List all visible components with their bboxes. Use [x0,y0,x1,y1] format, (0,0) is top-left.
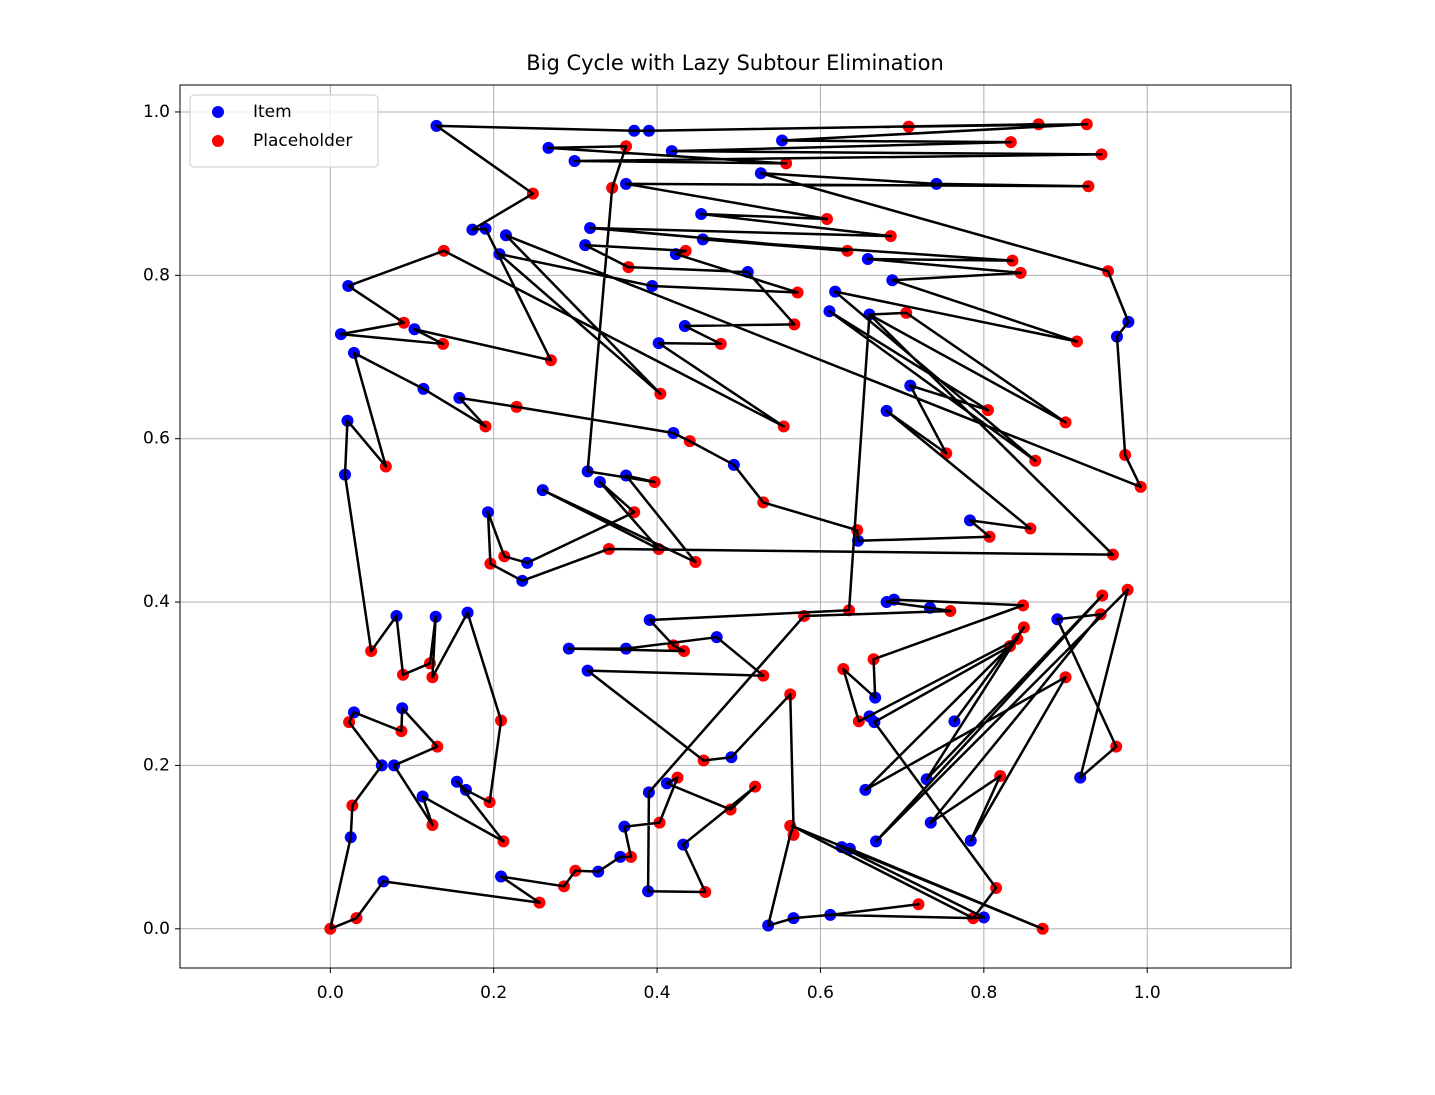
y-tick-label: 0.4 [143,592,170,612]
x-tick-label: 0.0 [317,983,344,1003]
y-tick-label: 0.6 [143,429,170,449]
x-tick-label: 0.2 [480,983,507,1003]
y-tick-label: 0.8 [143,265,170,285]
axes-frame [179,84,1292,969]
legend-marker [212,106,224,118]
y-tick-label: 0.2 [143,755,170,775]
y-tick-label: 0.0 [143,919,170,939]
legend-box [189,94,379,168]
x-tick-label: 0.4 [644,983,671,1003]
y-tick-label: 1.0 [143,102,170,122]
x-tick-label: 1.0 [1134,983,1161,1003]
legend-label: Item [253,102,292,122]
x-tick-label: 0.8 [970,983,997,1003]
x-tick-label: 0.6 [807,983,834,1003]
chart-title: Big Cycle with Lazy Subtour Elimination [526,51,944,75]
legend-marker [212,135,224,147]
legend-label: Placeholder [253,131,352,151]
tour-line [329,122,1142,931]
